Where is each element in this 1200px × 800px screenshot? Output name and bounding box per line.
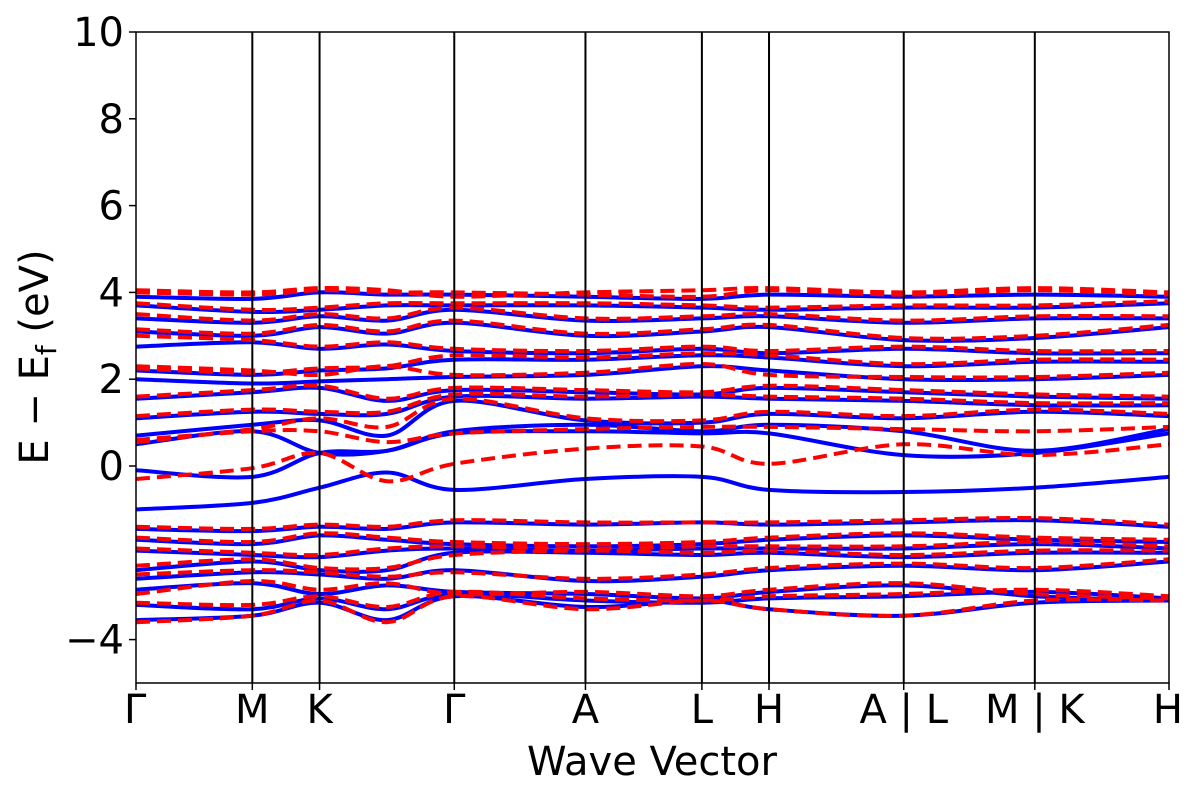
band-line-spin-up [136,320,1169,343]
x-tick-label: M | K [985,687,1086,733]
band-line-spin-up [136,533,1169,549]
band-line-spin-up [136,290,1169,302]
bands-layer [136,286,1169,625]
band-line-spin-up [136,307,1169,325]
x-tick-label: A [572,687,600,733]
band-line-spin-down [136,424,1169,445]
x-tick-label: Γ [443,687,466,733]
k-point-lines [251,32,1036,683]
band-line-spin-down [136,531,1169,547]
band-line-spin-down [136,299,1169,312]
x-tick-label: K [306,687,334,733]
band-line-spin-down [136,515,1169,531]
y-tick-label: −4 [65,618,124,664]
x-tick-label: M [235,687,270,733]
band-line-spin-down [136,286,1169,299]
band-line-spin-down [136,578,1169,601]
band-line-spin-down [136,318,1169,341]
x-tick-label: A | L [859,687,948,733]
band-line-spin-down [136,593,1169,625]
band-line-spin-down [136,288,1169,299]
band-line-spin-up [136,549,1169,574]
band-line-spin-down [136,442,1169,484]
band-line-spin-down [136,305,1169,323]
band-line-spin-down [136,587,1169,610]
band-line-spin-up [136,364,1169,386]
y-axis-title-main: E − E [12,355,58,465]
band-line-spin-down [136,333,1169,354]
band-line-spin-down [136,548,1169,572]
x-tick-label: H [754,687,784,733]
y-axis-title: E − Ef (eV) [12,249,63,464]
band-line-spin-up [136,559,1169,584]
x-tick-label: H [1153,687,1183,733]
x-tick-label: L [691,687,714,733]
band-line-spin-up [136,353,1169,377]
band-line-spin-down [136,539,1169,558]
plot-frame [135,31,1170,684]
y-tick-label: 4 [99,270,124,316]
band-line-spin-down [136,361,1169,380]
x-tick-label: Γ [124,687,147,733]
y-tick-label: 8 [99,97,124,143]
band-line-spin-up [136,422,1169,457]
band-line-spin-up [136,470,1169,512]
band-line-spin-down [136,351,1169,375]
band-line-spin-up [136,385,1169,403]
band-line-spin-up [136,581,1169,603]
y-axis-title-subscript: f [30,344,63,355]
y-tick-label: 6 [99,184,124,230]
band-line-spin-down [136,557,1169,581]
band-line-spin-down [136,396,1169,445]
y-tick-label: 10 [73,10,124,56]
y-tick-label: 2 [99,357,124,403]
band-line-spin-up [136,340,1169,356]
y-axis-ticks: −4 0 2 4 6 8 10 [65,10,136,664]
band-line-spin-down [136,391,1169,419]
y-tick-label: 0 [99,444,124,490]
band-line-spin-up [136,429,1169,480]
y-axis-title-unit: (eV) [12,249,58,345]
band-line-spin-up [136,301,1169,315]
band-line-spin-up [136,393,1169,421]
x-axis-title: Wave Vector [527,739,778,785]
band-line-spin-down [136,383,1169,401]
